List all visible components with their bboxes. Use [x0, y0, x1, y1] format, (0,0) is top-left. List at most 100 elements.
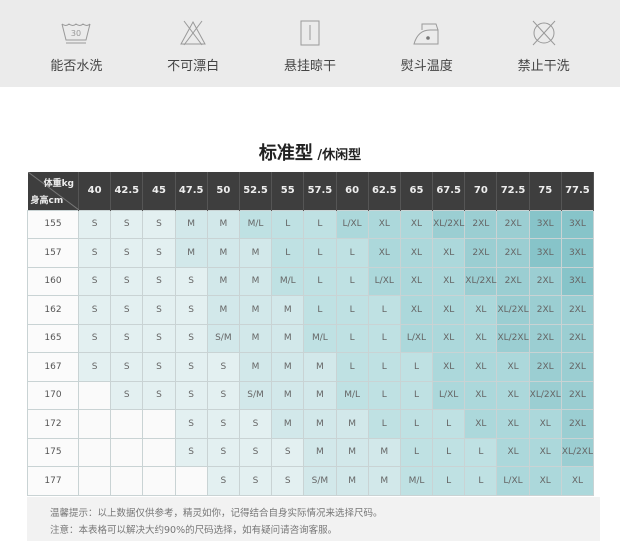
size-cell: S/M	[206, 323, 240, 353]
weight-header: 57.5	[303, 172, 337, 210]
care-instructions-bar: 30 能否水洗 不可漂白 悬挂晾干 熨斗温度 禁止干洗	[0, 0, 620, 87]
size-cell: L	[464, 466, 498, 496]
size-cell: M/L	[303, 323, 337, 353]
size-cell: L	[335, 352, 369, 382]
size-cell: XL	[432, 295, 466, 325]
size-cell	[142, 466, 176, 496]
care-item-dry-clean: 禁止干洗	[494, 0, 594, 87]
size-cell: XL	[496, 437, 530, 467]
size-cell: L	[367, 380, 401, 410]
size-cell: 2XL	[528, 266, 562, 296]
weight-header: 65	[400, 172, 434, 210]
table-row: 157 S S S M M M L L L XL XL XL 2XL 2XL 3XL 3XL	[27, 238, 595, 268]
size-cell: XL	[399, 295, 434, 325]
size-cell: M	[206, 266, 240, 296]
size-cell: S	[142, 323, 176, 353]
weight-header: 40	[78, 172, 112, 210]
height-cell: 175	[27, 437, 79, 467]
size-cell: S	[77, 238, 112, 268]
size-cell: M	[367, 437, 401, 467]
size-cell: 3XL	[560, 209, 595, 239]
size-cell: L	[399, 352, 434, 382]
size-cell: S	[271, 466, 305, 496]
size-cell: 2XL	[560, 352, 595, 382]
care-item-iron: 熨斗温度	[377, 0, 477, 87]
size-cell: XL	[464, 380, 498, 410]
weight-header: 50	[207, 172, 240, 210]
size-cell: XL	[399, 266, 434, 296]
size-cell: 2XL	[560, 323, 595, 353]
care-label: 不可漂白	[167, 59, 220, 74]
size-cell: XL	[496, 380, 530, 410]
size-cell: XL/2XL	[496, 295, 530, 325]
size-cell	[77, 466, 112, 496]
size-cell: M	[303, 437, 337, 467]
size-cell: M	[174, 209, 208, 239]
size-cell: S	[206, 466, 240, 496]
weight-header: 67.5	[432, 172, 466, 210]
size-cell: M/L	[335, 380, 369, 410]
size-cell: XL	[464, 409, 498, 439]
size-cell: 3XL	[528, 238, 562, 268]
attention-note: 注意：本表格可以解决大约90%的尺码选择，如有疑问请咨询客服。	[50, 525, 338, 536]
size-cell: XL/2XL	[496, 323, 530, 353]
size-cell: XL	[464, 352, 498, 382]
size-cell: M	[238, 238, 273, 268]
size-cell: L	[464, 437, 498, 467]
size-cell: S	[110, 380, 144, 410]
size-cell: S	[110, 266, 144, 296]
size-cell: S	[110, 238, 144, 268]
weight-header: 60	[336, 172, 369, 210]
weight-header: 42.5	[110, 172, 144, 210]
weight-header: 72.5	[496, 172, 530, 210]
size-cell: S	[174, 323, 208, 353]
height-cell: 157	[27, 238, 79, 268]
care-item-bleach: 不可漂白	[143, 0, 243, 87]
svg-text:30: 30	[71, 29, 81, 38]
size-cell: 2XL	[528, 352, 562, 382]
size-cell: S	[174, 409, 208, 439]
size-cell: S	[174, 295, 208, 325]
size-cell: L/XL	[367, 266, 401, 296]
size-cell: L	[432, 437, 466, 467]
size-cell: S	[142, 380, 176, 410]
size-cell: L/XL	[399, 323, 434, 353]
size-cell: M	[206, 295, 240, 325]
tip-note: 温馨提示：以上数据仅供参考，精灵如你，记得结合自身实际情况来选择尺码。	[50, 508, 383, 519]
weight-header: 52.5	[239, 172, 273, 210]
size-cell	[142, 437, 176, 467]
size-cell	[110, 409, 144, 439]
size-cell: L	[303, 266, 337, 296]
size-cell: 2XL	[496, 238, 530, 268]
size-cell	[77, 409, 112, 439]
size-cell: M	[335, 437, 369, 467]
size-cell: L	[303, 209, 337, 239]
size-cell: M	[335, 409, 369, 439]
page-title: 标准型 /休闲型	[0, 139, 620, 165]
size-cell: L	[335, 238, 369, 268]
size-cell: XL	[496, 352, 530, 382]
weight-header: 70	[464, 172, 498, 210]
size-cell: XL/2XL	[464, 266, 498, 296]
table-row: 165 S S S S S/M M M M/L L L L/XL XL XL XL/2XL 2XL 2XL	[27, 323, 595, 353]
size-cell: L	[399, 380, 434, 410]
size-cell: M	[271, 323, 305, 353]
size-cell: 2XL	[496, 266, 530, 296]
size-cell: S	[77, 323, 112, 353]
table-row: 162 S S S S M M M L L L XL XL XL XL/2XL 2XL 2XL	[27, 295, 595, 325]
size-cell: L	[367, 409, 401, 439]
size-chart-table: 体重kg 身高cm 40 42.5 45 47.5 50 52.5 55 57.5 60 62.5…	[27, 172, 595, 496]
size-cell: M	[238, 323, 273, 353]
size-cell: M	[271, 380, 305, 410]
size-cell: 2XL	[528, 323, 562, 353]
size-cell: S	[174, 437, 208, 467]
weight-label: 体重kg	[43, 179, 74, 189]
size-cell: S	[174, 266, 208, 296]
size-cell: L/XL	[335, 209, 369, 239]
size-cell: 2XL	[464, 209, 498, 239]
size-cell: 2XL	[560, 295, 595, 325]
size-cell	[77, 437, 112, 467]
size-cell: S	[110, 352, 144, 382]
weight-header: 77.5	[561, 172, 595, 210]
iron-icon	[413, 23, 439, 45]
